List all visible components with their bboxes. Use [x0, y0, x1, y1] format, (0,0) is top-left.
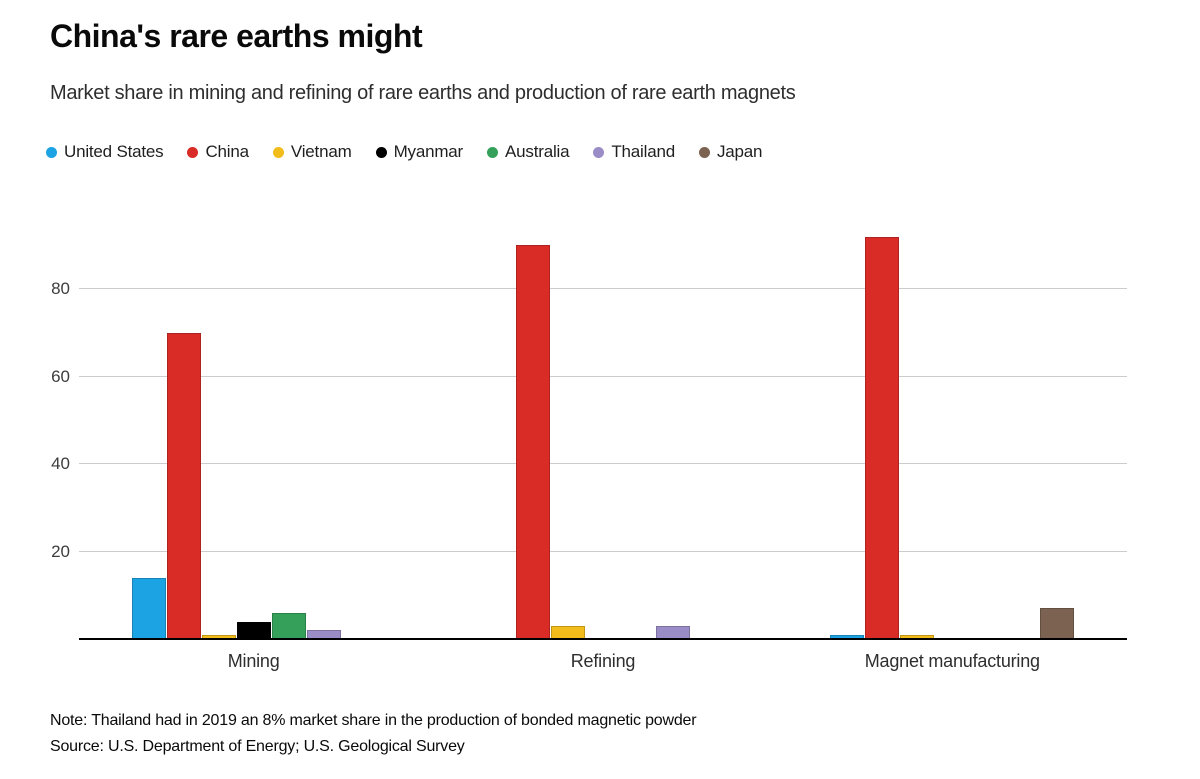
gridline-60	[79, 375, 1127, 377]
bar-group-magnet-manufacturing	[830, 219, 1075, 639]
legend-item-china: China	[187, 142, 249, 162]
y-axis-tick-label-80: 80	[51, 279, 70, 298]
legend-label-china: China	[205, 142, 249, 161]
bar-slot-australia-magnet-manufacturing	[970, 219, 1005, 639]
bar-china-magnet-manufacturing[interactable]	[865, 236, 900, 639]
bar-slot-myanmar-magnet-manufacturing	[935, 219, 970, 639]
bar-slot-myanmar-mining	[236, 219, 271, 639]
bar-slot-australia-refining	[620, 219, 655, 639]
bar-slot-united-states-mining	[131, 219, 166, 639]
bar-slot-japan-magnet-manufacturing	[1040, 219, 1075, 639]
legend-dot-icon-australia	[487, 146, 499, 158]
bar-slot-japan-mining	[341, 219, 376, 639]
bar-myanmar-mining[interactable]	[236, 621, 271, 639]
bar-slot-thailand-refining	[655, 219, 690, 639]
legend-item-vietnam: Vietnam	[272, 142, 352, 162]
bar-slot-myanmar-refining	[585, 219, 620, 639]
legend-item-australia: Australia	[487, 142, 570, 162]
bar-australia-mining[interactable]	[271, 612, 306, 639]
bar-groups	[79, 219, 1127, 639]
legend-dot-icon-united-states	[46, 146, 57, 158]
note-text: Note: Thailand had in 2019 an 8% market …	[50, 712, 697, 729]
bar-vietnam-refining[interactable]	[550, 625, 585, 639]
x-axis-label-refining: Refining	[570, 651, 636, 671]
chart-subtitle: Market share in mining and refining of r…	[50, 82, 796, 104]
bar-china-mining[interactable]	[166, 332, 201, 639]
x-axis-labels: Mining Refining Magnet manufacturing	[79, 651, 1127, 672]
legend-dot-icon-china	[187, 146, 199, 158]
legend-label-vietnam: Vietnam	[290, 142, 352, 161]
gridline-40	[79, 463, 1127, 464]
chart-footer: Note: Thailand had in 2019 an 8% market …	[50, 708, 697, 760]
legend-label-united-states: United States	[64, 142, 164, 161]
legend-dot-icon-vietnam	[272, 146, 284, 158]
bar-slot-united-states-magnet-manufacturing	[830, 219, 865, 639]
bar-vietnam-mining[interactable]	[201, 634, 236, 639]
bar-slot-china-mining	[166, 219, 201, 639]
bar-japan-magnet-manufacturing[interactable]	[1040, 608, 1075, 639]
legend-item-thailand: Thailand	[593, 142, 675, 162]
source-text: Source: U.S. Department of Energy; U.S. …	[50, 738, 465, 755]
y-axis-tick-label-60: 60	[51, 366, 70, 386]
plot-area: 20 40 60 80	[51, 219, 1127, 640]
bar-slot-australia-mining	[271, 219, 306, 639]
legend-label-thailand: Thailand	[611, 142, 675, 161]
bar-group-mining	[131, 219, 376, 639]
bar-slot-united-states-refining	[480, 219, 515, 639]
y-axis-tick-label-20: 20	[51, 541, 70, 561]
bar-thailand-mining[interactable]	[306, 630, 341, 639]
x-axis-label-magnet-manufacturing: Magnet manufacturing	[864, 651, 1040, 671]
legend-label-australia: Australia	[505, 142, 570, 161]
bar-thailand-refining[interactable]	[655, 625, 690, 639]
legend: United States China Vietnam Myanmar Australi…	[46, 142, 763, 162]
bar-slot-thailand-magnet-manufacturing	[1005, 219, 1040, 639]
bar-slot-china-refining	[515, 219, 550, 639]
x-axis-baseline	[79, 638, 1127, 640]
legend-item-japan: Japan	[698, 142, 763, 162]
bar-united-states-magnet-manufacturing[interactable]	[830, 634, 865, 639]
gridline-80	[79, 288, 1127, 289]
bar-slot-vietnam-mining	[201, 219, 236, 639]
legend-item-united-states: United States	[46, 142, 164, 162]
bar-slot-vietnam-refining	[550, 219, 585, 639]
bar-group-refining	[480, 219, 725, 639]
legend-label-myanmar: Myanmar	[393, 142, 464, 161]
bar-china-refining[interactable]	[515, 245, 550, 639]
gridline-20	[79, 550, 1127, 552]
bar-slot-japan-refining	[690, 219, 725, 639]
bar-united-states-mining[interactable]	[131, 577, 166, 639]
bar-slot-thailand-mining	[306, 219, 341, 639]
chart-title: China's rare earths might	[50, 18, 423, 54]
legend-label-japan: Japan	[716, 142, 763, 161]
legend-dot-icon-myanmar	[375, 146, 387, 158]
bar-slot-china-magnet-manufacturing	[865, 219, 900, 639]
bar-slot-vietnam-magnet-manufacturing	[900, 219, 935, 639]
legend-dot-icon-thailand	[593, 146, 605, 158]
bar-vietnam-magnet-manufacturing[interactable]	[900, 634, 935, 639]
legend-dot-icon-japan	[698, 146, 710, 158]
x-axis-label-mining: Mining	[227, 651, 280, 671]
y-axis-tick-label-40: 40	[51, 454, 70, 473]
legend-item-myanmar: Myanmar	[375, 142, 464, 162]
